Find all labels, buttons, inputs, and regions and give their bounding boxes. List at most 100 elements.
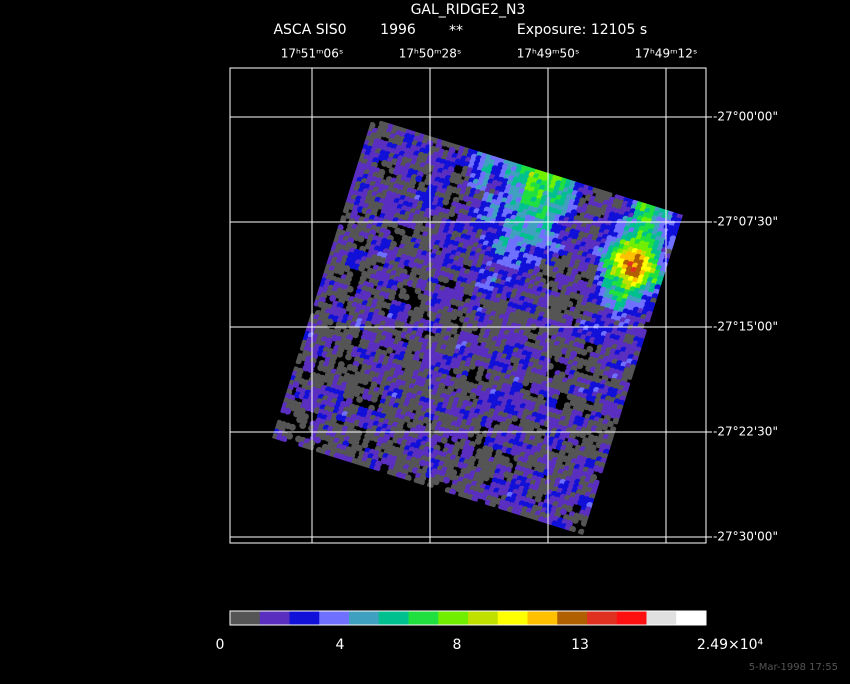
dec-label: -27°07'30" — [713, 215, 778, 229]
colorbar-swatch — [289, 611, 320, 625]
pixel — [364, 261, 371, 269]
pixel — [404, 474, 412, 482]
pixel — [352, 331, 359, 339]
pixel — [370, 395, 378, 403]
pixel — [576, 362, 584, 370]
colorbar-swatch — [587, 611, 618, 625]
dec-label: -27°22'30" — [713, 425, 778, 439]
pixel — [443, 476, 450, 484]
pixel — [388, 293, 395, 301]
pixel — [342, 206, 350, 214]
pixel — [442, 198, 450, 206]
pixel — [351, 365, 358, 373]
pixel — [329, 295, 337, 302]
image — [272, 120, 683, 535]
pixel — [361, 378, 369, 386]
pixel — [440, 437, 448, 444]
pixel — [626, 373, 634, 380]
pixel — [450, 328, 458, 335]
title: GAL_RIDGE2_N3 — [411, 2, 526, 18]
pixel — [415, 175, 423, 183]
pixel — [560, 508, 567, 516]
pixel — [566, 300, 574, 308]
pixel — [432, 478, 440, 486]
pixel — [357, 235, 365, 243]
pixel — [346, 285, 354, 293]
pixel — [386, 346, 393, 354]
instrument: ASCA SIS0 — [273, 22, 346, 38]
pixel — [560, 303, 568, 311]
pixel — [612, 417, 620, 425]
pixel — [284, 407, 292, 415]
pixel — [307, 444, 314, 451]
colorbar-swatch — [468, 611, 499, 625]
dec-label: -27°30'00" — [713, 530, 778, 544]
pixel — [456, 310, 463, 317]
pixel — [385, 161, 393, 169]
pixel — [292, 381, 300, 388]
pixel — [450, 313, 458, 321]
colorbar-swatch — [408, 611, 439, 625]
pixel — [469, 363, 476, 370]
colorbar-swatch — [557, 611, 588, 625]
colorbar-swatch — [497, 611, 528, 625]
colorbar-swatch — [349, 611, 380, 625]
pixel — [522, 379, 530, 387]
dec-label: -27°00'00" — [713, 110, 778, 124]
pixel — [314, 436, 322, 444]
pixel — [422, 416, 430, 424]
pixel — [597, 466, 605, 474]
pixel — [307, 366, 314, 373]
pixel — [345, 353, 352, 361]
pixel — [353, 390, 360, 397]
pixel — [280, 435, 288, 443]
pixel — [482, 474, 490, 482]
colorbar-label: 8 — [453, 637, 462, 653]
pixel — [572, 439, 579, 446]
pixel — [343, 265, 351, 273]
colorbar-swatch — [259, 611, 290, 625]
pixel — [361, 441, 369, 449]
pixel — [474, 437, 482, 445]
pixel — [448, 210, 456, 218]
pixel — [475, 374, 482, 382]
colorbar-label: 13 — [571, 637, 589, 653]
pixel — [601, 423, 608, 431]
pixel — [607, 420, 614, 428]
pixel — [299, 422, 307, 429]
colorbar-label: 4 — [336, 637, 345, 653]
dec-label: -27°15'00" — [713, 320, 778, 334]
pixel — [451, 435, 458, 443]
colorbar-swatch — [646, 611, 677, 625]
pixel — [471, 495, 479, 503]
timestamp: 5-Mar-1998 17:55 — [749, 662, 838, 673]
pixel — [289, 423, 296, 431]
year: 1996 — [380, 22, 416, 38]
pixel — [511, 415, 518, 422]
ra-label: 17ʰ49ᵐ50ˢ — [517, 47, 580, 61]
pixel — [644, 315, 652, 323]
pixel — [356, 396, 363, 403]
pixel — [418, 478, 425, 486]
pixel — [402, 293, 410, 301]
pixel — [489, 501, 496, 508]
pixel — [403, 415, 411, 423]
pixel — [340, 322, 347, 330]
pixel — [569, 525, 576, 533]
colorbar-swatch — [527, 611, 558, 625]
colorbar-swatch — [616, 611, 647, 625]
pixel — [578, 528, 585, 535]
pixel — [422, 168, 430, 175]
pixel — [533, 422, 541, 429]
pixel — [391, 221, 398, 229]
colorbar-label: 2.49×10⁴ — [697, 637, 764, 653]
pixel — [484, 421, 492, 429]
pixel — [337, 268, 345, 276]
pixel — [396, 281, 404, 289]
colorbar-label: 0 — [216, 637, 225, 653]
colorbar-swatch — [676, 611, 707, 625]
pixel — [579, 431, 586, 439]
pixel — [369, 258, 377, 266]
